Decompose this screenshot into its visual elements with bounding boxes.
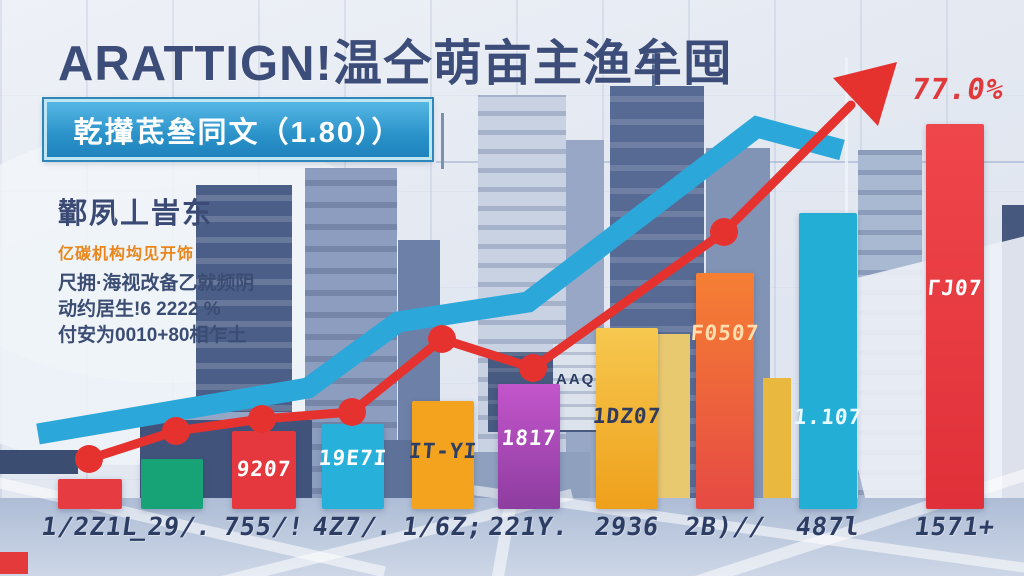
bar: [58, 479, 122, 509]
subtitle-banner: 乾攆茋叄同文（1.80））: [44, 99, 432, 160]
corner-accent: [0, 552, 28, 574]
page-title-cjk: 温仝萌亩主渔牟囤: [332, 37, 733, 91]
info-panel: 鄻夙丄旹东 亿碳机构㘬见开饰 尺拥·海视改备乙就频阴 动约居生!6 2222 %…: [58, 190, 308, 349]
growth-annotation: 77.0%: [909, 72, 1008, 106]
building: [0, 450, 78, 474]
info-line: 动约居生!6 2222 %: [58, 299, 221, 320]
page-title: ARATTIGN!温仝萌亩主渔牟囤: [58, 24, 733, 95]
building-antenna: [652, 50, 656, 88]
x-axis-label: 1571+: [912, 512, 998, 541]
info-heading: 鄻夙丄旹东: [58, 198, 214, 230]
page-title-latin: ARATTIGN!: [58, 37, 333, 91]
subtitle-banner-text: 乾攆茋叄同文（1.80））: [73, 116, 403, 149]
bar: ΓJ07: [926, 124, 984, 509]
info-line: 尺拥·海视改备乙就频阴: [58, 273, 255, 294]
bar: [141, 459, 203, 509]
x-axis-label: 487l: [793, 512, 863, 541]
info-subheading: 亿碳机构㘬见开饰: [58, 246, 195, 263]
info-line: 付安为0010+80相乍土: [58, 325, 247, 346]
